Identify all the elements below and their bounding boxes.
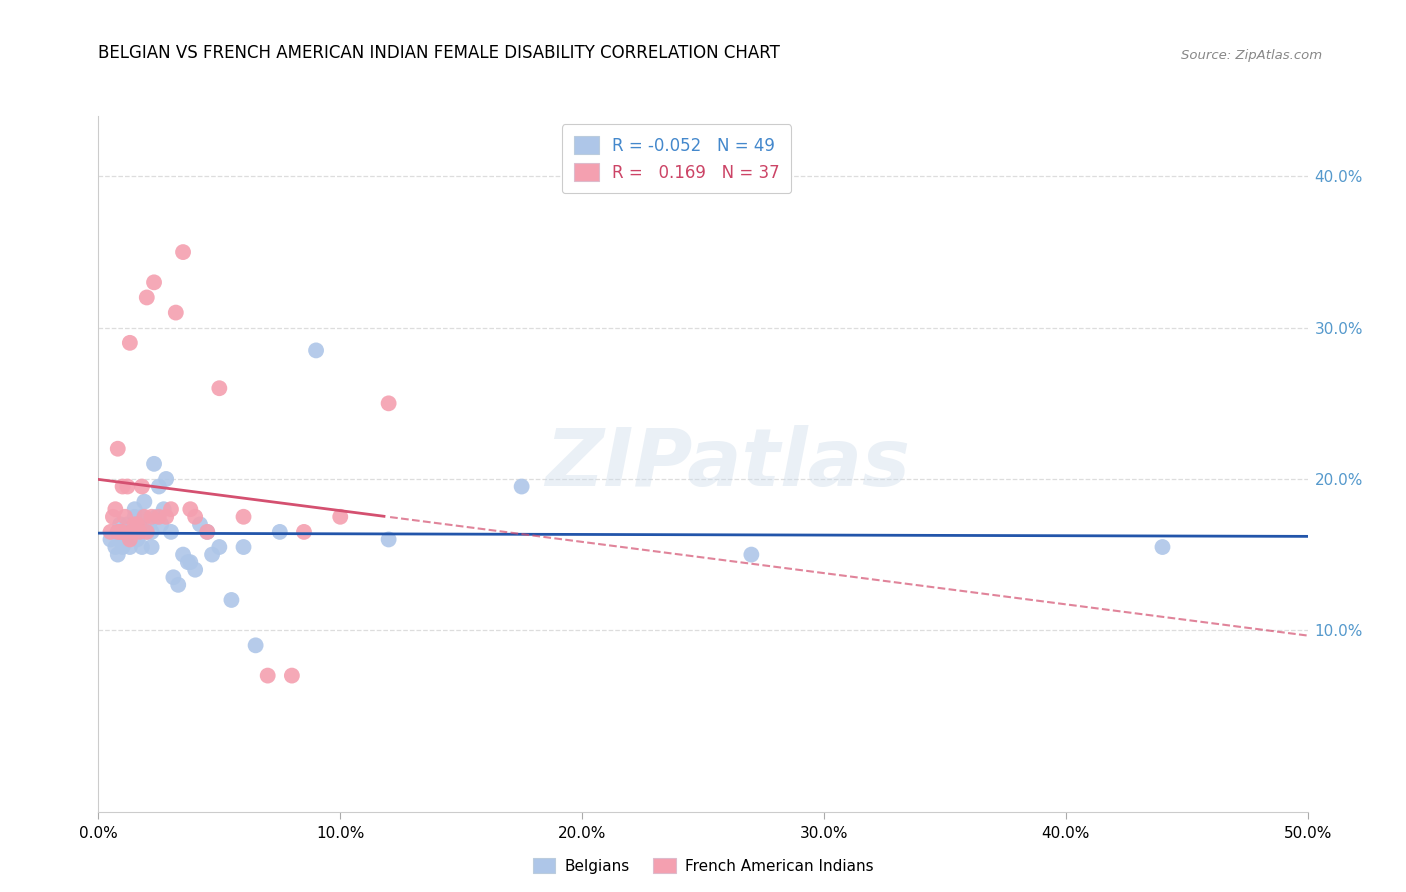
Point (167, 578, 190, 592)
Point (131, 479, 153, 493)
Point (121, 524, 143, 539)
Point (131, 509, 153, 524)
Point (100, 524, 122, 539)
Point (117, 524, 139, 539)
Point (127, 517, 149, 532)
Point (141, 509, 163, 524)
Point (134, 509, 156, 524)
Point (128, 524, 150, 539)
Point (281, 668, 304, 682)
Point (111, 540, 134, 554)
Text: BELGIAN VS FRENCH AMERICAN INDIAN FEMALE DISABILITY CORRELATION CHART: BELGIAN VS FRENCH AMERICAN INDIAN FEMALE… (98, 45, 780, 62)
Point (172, 245, 194, 260)
Point (292, 524, 315, 539)
Point (101, 509, 124, 524)
Point (179, 502, 201, 516)
Point (143, 276, 166, 290)
Point (138, 517, 160, 532)
Legend: R = -0.052   N = 49, R =   0.169   N = 37: R = -0.052 N = 49, R = 0.169 N = 37 (562, 124, 792, 194)
Point (135, 524, 157, 539)
Point (134, 494, 156, 508)
Point (155, 509, 177, 524)
Point (232, 509, 254, 524)
Point (201, 548, 224, 562)
Point (155, 472, 177, 486)
Point (107, 548, 129, 562)
Point (100, 533, 122, 547)
Point (117, 479, 139, 493)
Point (104, 502, 127, 516)
Point (111, 479, 134, 493)
Point (128, 524, 150, 539)
Point (232, 540, 254, 554)
Point (118, 335, 141, 350)
Point (135, 290, 157, 304)
Point (121, 524, 143, 539)
Point (150, 517, 173, 532)
Point (145, 509, 167, 524)
Point (165, 305, 187, 319)
Point (104, 540, 127, 554)
Point (177, 555, 200, 569)
Point (107, 524, 129, 539)
Point (114, 533, 136, 547)
Point (377, 396, 399, 410)
Point (179, 555, 201, 569)
Point (162, 570, 184, 584)
Point (172, 548, 194, 562)
Point (107, 524, 129, 539)
Point (124, 509, 146, 524)
Point (188, 517, 211, 532)
Point (148, 509, 170, 524)
Point (184, 509, 207, 524)
Point (111, 524, 134, 539)
Point (152, 502, 174, 516)
Point (160, 524, 183, 539)
Point (510, 479, 533, 493)
Point (124, 517, 146, 532)
Point (269, 524, 291, 539)
Point (184, 563, 207, 577)
Point (740, 548, 762, 562)
Point (208, 540, 231, 554)
Point (114, 509, 136, 524)
Point (135, 524, 157, 539)
Point (160, 502, 183, 516)
Point (118, 540, 141, 554)
Point (208, 381, 231, 395)
Point (195, 524, 218, 539)
Point (111, 533, 134, 547)
Point (107, 442, 129, 456)
Point (305, 343, 328, 358)
Point (377, 533, 399, 547)
Point (141, 540, 163, 554)
Point (141, 524, 163, 539)
Legend: Belgians, French American Indians: Belgians, French American Indians (526, 852, 880, 880)
Point (117, 517, 139, 532)
Point (143, 457, 166, 471)
Point (195, 524, 218, 539)
Point (245, 638, 267, 652)
Point (329, 509, 352, 524)
Point (118, 533, 141, 547)
Point (148, 479, 170, 493)
Point (124, 502, 146, 516)
Point (221, 593, 243, 607)
Text: Source: ZipAtlas.com: Source: ZipAtlas.com (1181, 49, 1322, 62)
Point (256, 668, 278, 682)
Point (108, 517, 131, 532)
Point (131, 540, 153, 554)
Point (127, 533, 149, 547)
Point (108, 524, 131, 539)
Point (1152, 540, 1174, 554)
Text: ZIPatlas: ZIPatlas (544, 425, 910, 503)
